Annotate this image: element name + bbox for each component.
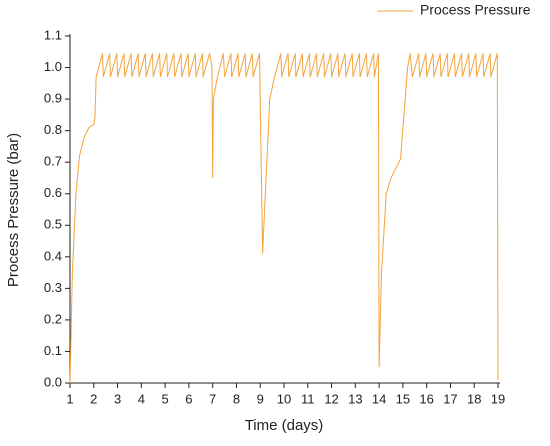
y-tick-label: 0.8 — [44, 122, 62, 137]
x-tick-label: 4 — [138, 391, 145, 406]
x-tick-label: 17 — [443, 391, 457, 406]
y-tick-label: 0.7 — [44, 154, 62, 169]
x-tick-label: 12 — [324, 391, 338, 406]
x-tick-label: 13 — [348, 391, 362, 406]
x-tick-label: 1 — [66, 391, 73, 406]
y-tick-label: 1.1 — [44, 27, 62, 42]
y-tick-label: 0.2 — [44, 311, 62, 326]
x-tick-label: 9 — [257, 391, 264, 406]
y-tick-label: 1.0 — [44, 59, 62, 74]
x-tick-label: 16 — [419, 391, 433, 406]
x-tick-label: 19 — [491, 391, 505, 406]
y-tick-label: 0.9 — [44, 91, 62, 106]
x-tick-label: 8 — [233, 391, 240, 406]
x-tick-label: 3 — [114, 391, 121, 406]
x-axis-title: Time (days) — [245, 417, 324, 434]
x-tick-label: 5 — [161, 391, 168, 406]
x-tick-label: 11 — [301, 391, 315, 406]
y-axis-title: Process Pressure (bar) — [5, 133, 22, 287]
x-tick-label: 10 — [277, 391, 291, 406]
y-tick-label: 0.3 — [44, 280, 62, 295]
legend-label: Process Pressure — [420, 2, 531, 18]
x-tick-label: 14 — [372, 391, 386, 406]
y-tick-label: 0.0 — [44, 374, 62, 389]
y-tick-label: 0.1 — [44, 343, 62, 358]
x-tick-label: 7 — [209, 391, 216, 406]
x-tick-label: 15 — [396, 391, 410, 406]
x-tick-label: 6 — [185, 391, 192, 406]
x-tick-label: 2 — [90, 391, 97, 406]
y-tick-label: 0.6 — [44, 185, 62, 200]
data-line — [69, 53, 499, 384]
y-tick-label: 0.5 — [44, 217, 62, 232]
x-tick-label: 18 — [467, 391, 481, 406]
y-tick-label: 0.4 — [44, 248, 62, 263]
